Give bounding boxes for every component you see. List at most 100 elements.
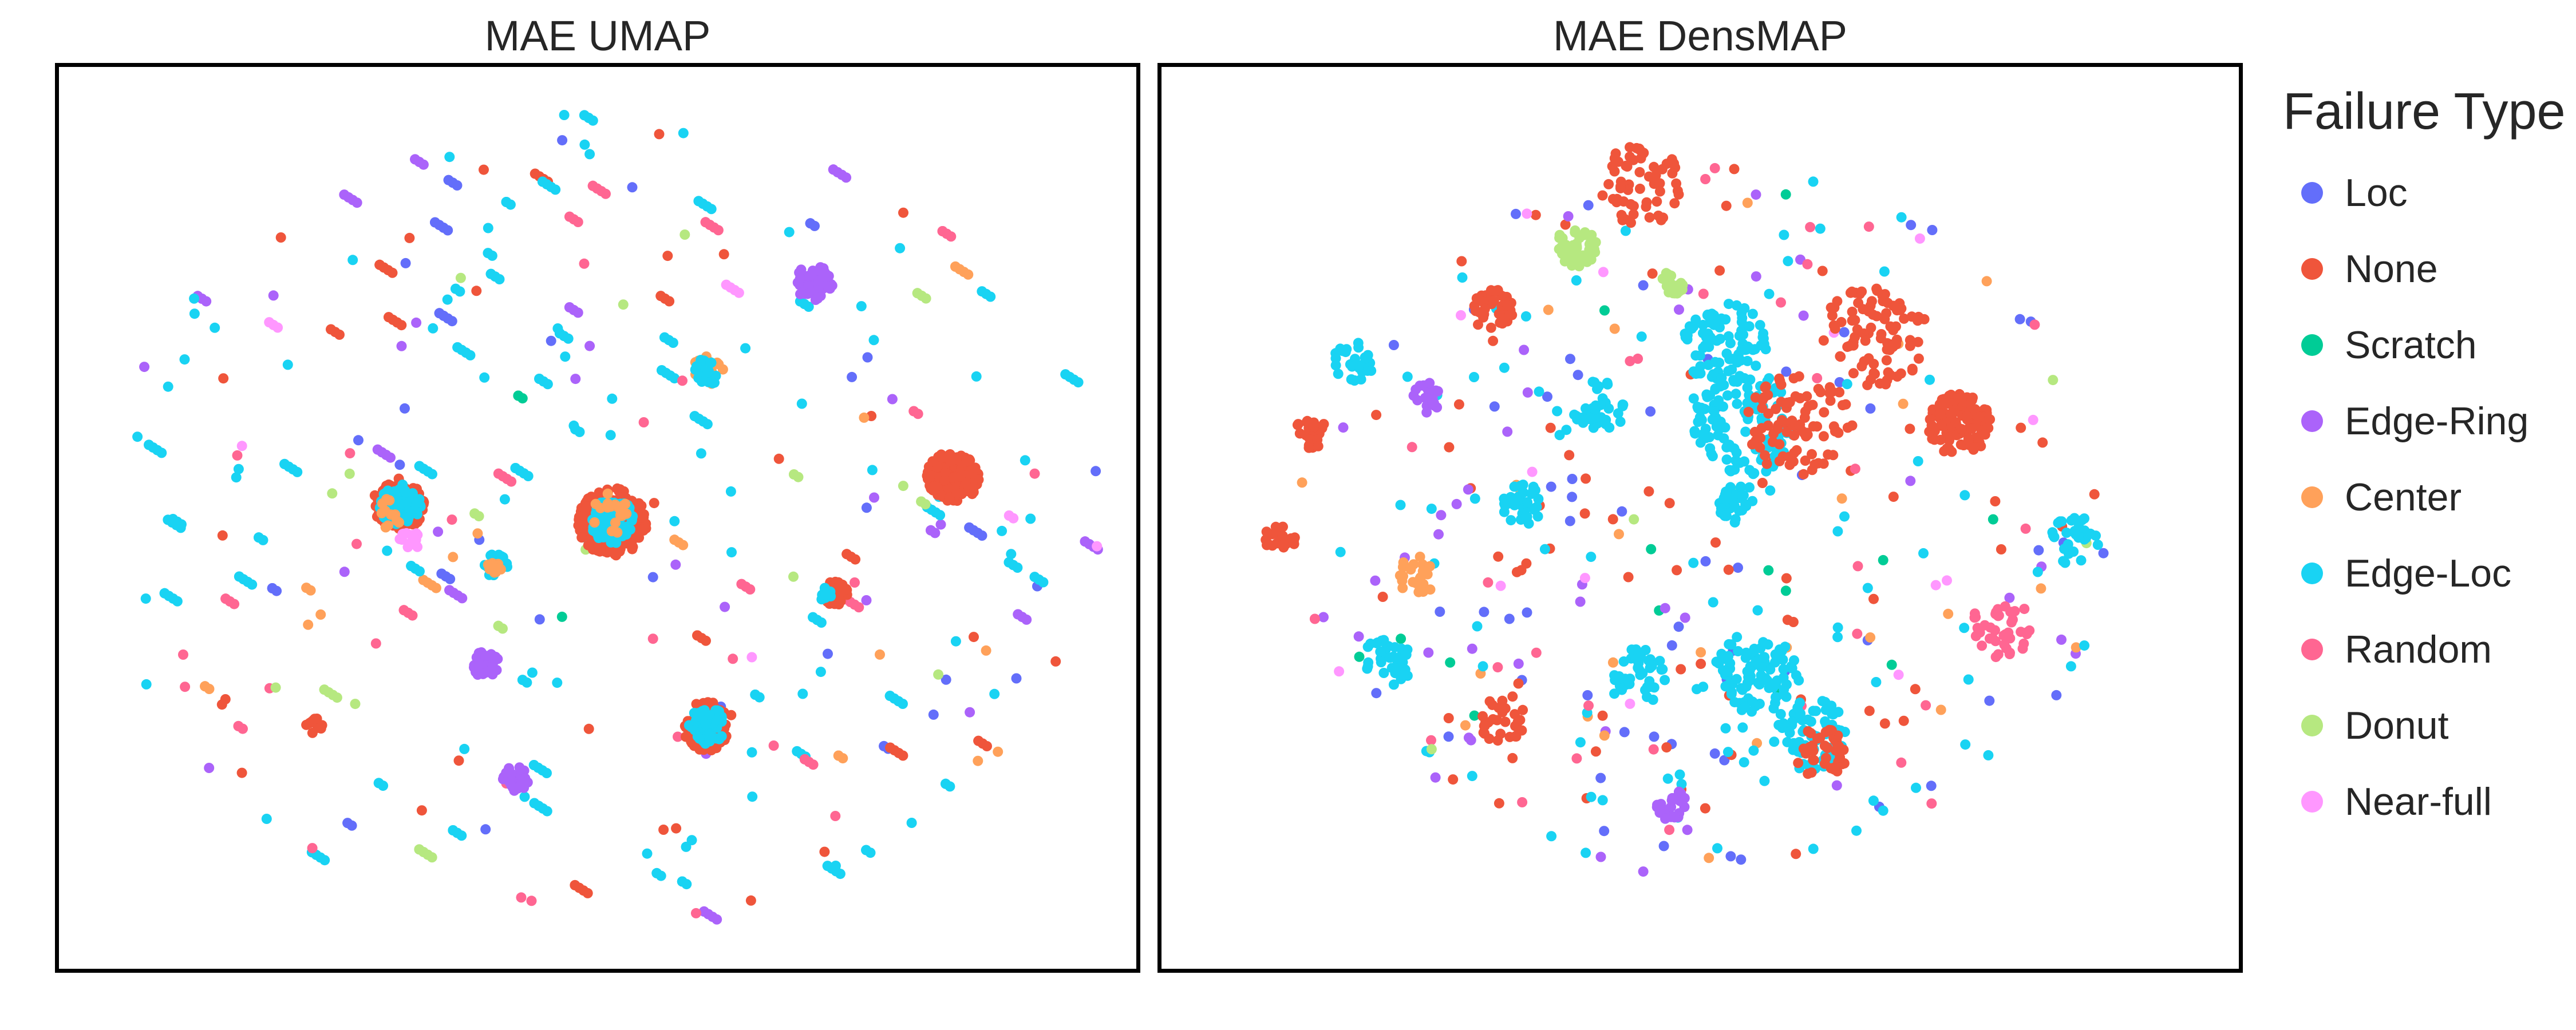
- point-edge-loc: [1737, 505, 1748, 516]
- legend-label: Scratch: [2345, 323, 2477, 367]
- point-center: [472, 528, 483, 539]
- point-edge-loc: [1696, 415, 1707, 425]
- point-edge-loc: [1740, 426, 1751, 437]
- point-edge-loc: [1690, 428, 1701, 439]
- point-random: [1700, 174, 1711, 184]
- point-donut: [1661, 280, 1672, 291]
- point-edge-ring: [869, 492, 879, 503]
- point-none: [970, 462, 981, 473]
- point-none: [1949, 405, 1960, 415]
- point-edge-ring: [492, 653, 503, 664]
- point-none: [1621, 160, 1631, 171]
- point-edge-loc: [1771, 679, 1781, 690]
- point-loc: [445, 573, 456, 584]
- point-edge-loc: [1705, 390, 1715, 401]
- point-edge-loc: [1375, 646, 1386, 657]
- point-edge-loc: [1732, 355, 1742, 366]
- point-edge-ring: [935, 519, 946, 530]
- point-edge-ring: [457, 593, 468, 604]
- point-loc: [1700, 556, 1711, 566]
- point-edge-loc: [1726, 688, 1737, 699]
- point-donut: [920, 293, 931, 304]
- point-loc: [1709, 748, 1720, 759]
- point-edge-loc: [132, 431, 143, 442]
- point-none: [218, 373, 229, 384]
- point-none: [1488, 335, 1499, 346]
- point-edge-loc: [704, 710, 715, 720]
- point-edge-loc: [1020, 455, 1030, 466]
- legend-label: Near-full: [2345, 779, 2492, 823]
- point-edge-loc: [140, 593, 151, 604]
- point-edge-loc: [1695, 361, 1706, 372]
- point-loc: [1617, 506, 1627, 517]
- point-edge-loc: [1601, 415, 1611, 425]
- point-edge-loc: [1592, 383, 1602, 394]
- point-loc: [1666, 640, 1677, 651]
- point-none: [583, 540, 594, 550]
- point-none: [1828, 450, 1839, 461]
- point-edge-loc: [1617, 399, 1628, 410]
- point-none: [1818, 335, 1829, 346]
- point-near-full: [1334, 666, 1345, 677]
- point-edge-ring: [1411, 384, 1421, 395]
- point-edge-ring: [823, 271, 834, 282]
- point-edge-ring: [887, 394, 898, 405]
- point-random: [447, 514, 457, 525]
- point-none: [1962, 411, 1973, 422]
- point-none: [1825, 395, 1836, 406]
- point-none: [951, 488, 962, 498]
- point-none: [1763, 408, 1774, 419]
- point-scratch: [1763, 565, 1774, 576]
- point-loc: [1649, 731, 1660, 742]
- point-edge-loc: [1012, 562, 1023, 573]
- point-none: [1294, 428, 1305, 439]
- point-loc: [847, 371, 858, 382]
- point-edge-loc: [1720, 510, 1730, 521]
- point-donut: [1674, 286, 1685, 297]
- point-edge-loc: [1925, 374, 1935, 385]
- point-center: [981, 645, 991, 656]
- point-random: [1896, 757, 1907, 768]
- point-none: [1881, 308, 1892, 319]
- point-edge-loc: [669, 373, 680, 384]
- point-loc: [1522, 607, 1532, 618]
- point-none: [1938, 398, 1949, 409]
- point-none: [1278, 521, 1288, 532]
- point-none: [1479, 720, 1490, 731]
- point-edge-loc: [1764, 373, 1775, 384]
- point-center: [1415, 552, 1425, 562]
- point-edge-ring: [813, 275, 824, 286]
- point-edge-loc: [1756, 670, 1767, 681]
- point-none: [1807, 449, 1817, 459]
- point-edge-loc: [1738, 329, 1749, 340]
- point-none: [1936, 419, 1947, 430]
- point-edge-loc: [1737, 312, 1748, 323]
- point-none: [1880, 379, 1891, 390]
- point-none: [1303, 442, 1314, 453]
- point-center: [1836, 493, 1847, 504]
- point-none: [1484, 734, 1495, 744]
- point-edge-loc: [521, 677, 532, 688]
- point-random: [854, 602, 864, 613]
- point-edge-loc: [1749, 643, 1760, 654]
- umap-scatter-svg: [132, 110, 1103, 925]
- point-none: [1643, 486, 1654, 497]
- point-none: [275, 232, 286, 243]
- point-loc: [400, 403, 410, 414]
- point-random: [830, 811, 841, 821]
- point-edge-loc: [740, 343, 751, 354]
- point-donut: [455, 272, 466, 283]
- point-edge-loc: [1457, 272, 1468, 283]
- point-center: [973, 755, 983, 766]
- point-random: [1406, 442, 1417, 453]
- point-none: [1581, 473, 1591, 484]
- point-loc: [1489, 401, 1500, 412]
- point-edge-loc: [1805, 716, 1816, 727]
- point-none: [1996, 544, 2006, 554]
- legend-label: Donut: [2345, 703, 2449, 747]
- point-edge-ring: [1513, 658, 1524, 669]
- point-edge-loc: [1552, 406, 1563, 417]
- point-edge-loc: [1469, 372, 1479, 382]
- legend-label: Random: [2345, 627, 2492, 671]
- point-scratch: [1396, 633, 1406, 644]
